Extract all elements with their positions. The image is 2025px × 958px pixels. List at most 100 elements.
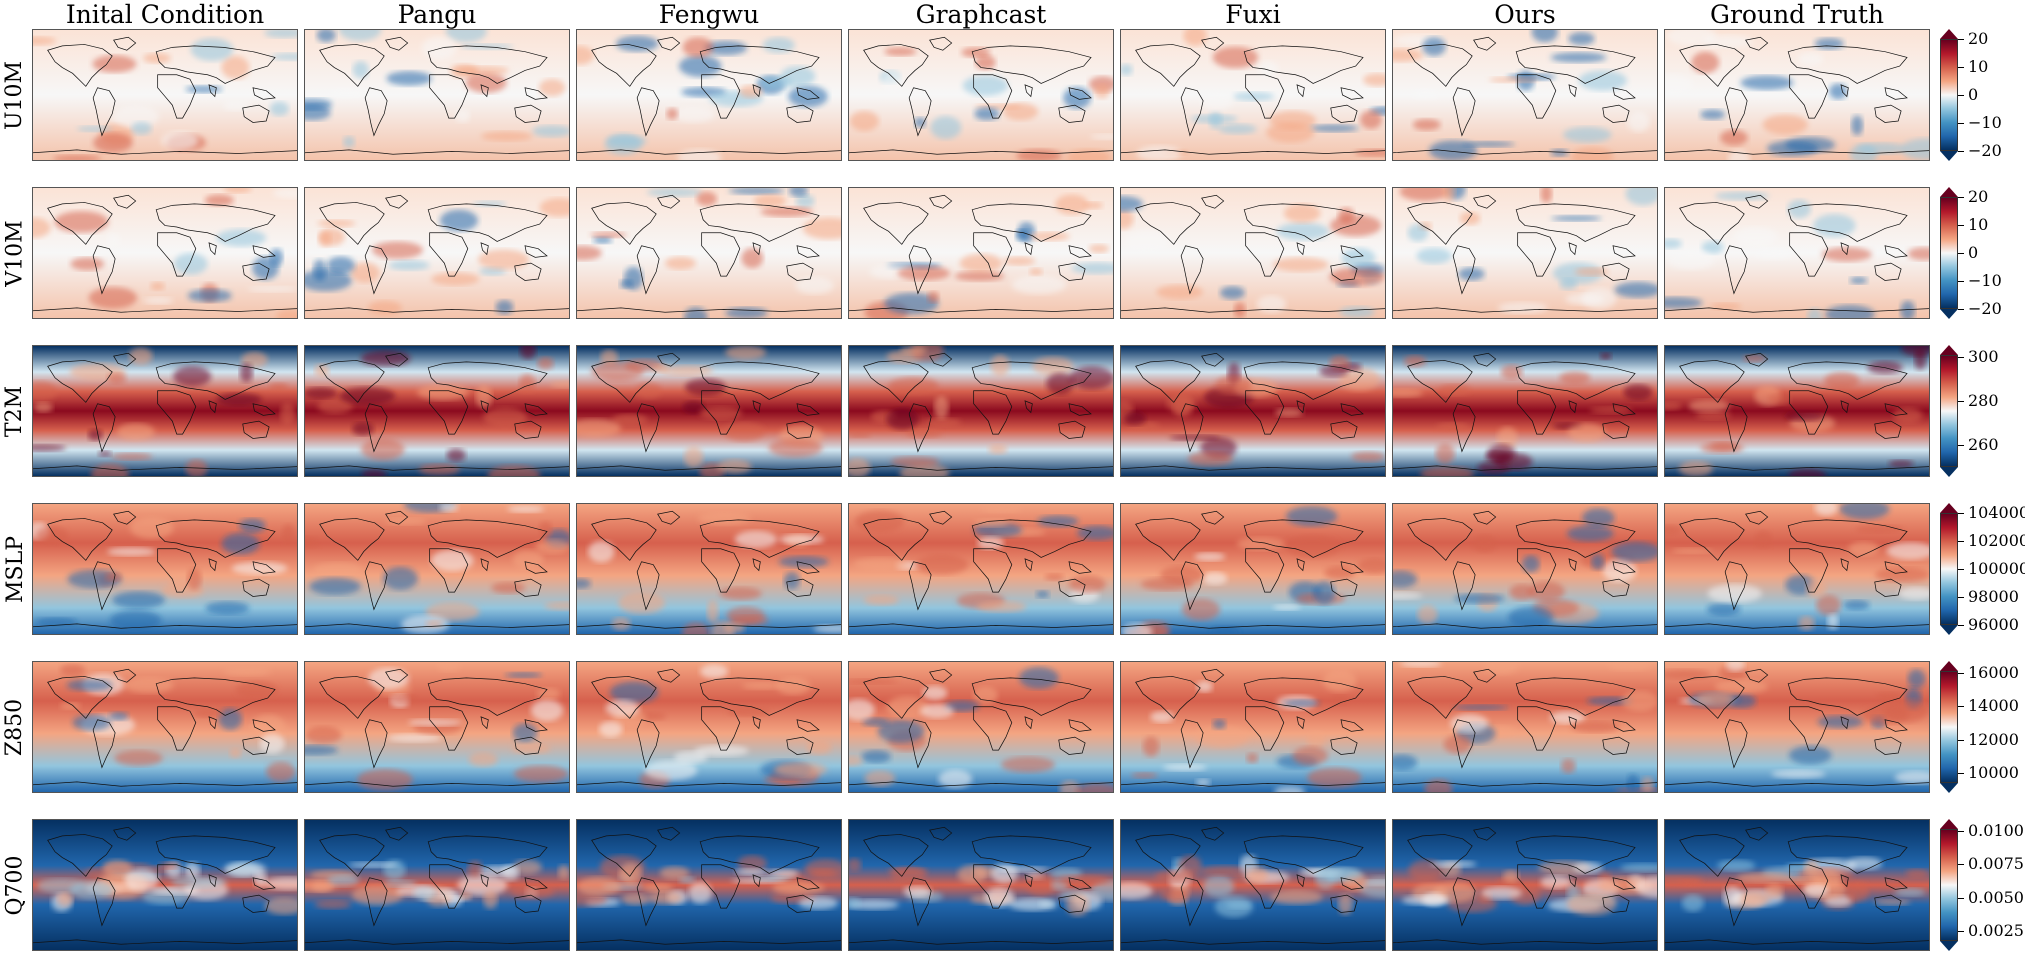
colorbar-tick-label: 300 — [1968, 347, 1999, 366]
column-title: Graphcast — [915, 0, 1047, 29]
map-panel — [1664, 187, 1930, 319]
map-panel — [32, 29, 298, 161]
colorbar-gradient — [1940, 39, 1958, 151]
colorbar-extend-arrow — [1940, 661, 1958, 671]
map-panel — [1120, 187, 1386, 319]
map-panel — [1664, 345, 1930, 477]
map-panel — [848, 345, 1114, 477]
map-panel — [32, 661, 298, 793]
map-panel — [304, 187, 570, 319]
colorbar-tick-label: 98000 — [1968, 587, 2019, 606]
colorbar-tick-label: 104000 — [1968, 503, 2025, 522]
map-panel — [32, 819, 298, 951]
map-panel — [1120, 503, 1386, 635]
colorbar: 300 280 260 — [1940, 345, 2025, 477]
row-label-text: U10M — [2, 60, 28, 130]
map-panel — [1664, 503, 1930, 635]
colorbar-tick-label: 10 — [1968, 57, 1989, 76]
map-panel — [848, 187, 1114, 319]
row-label: Z850 — [0, 661, 30, 793]
map-panel — [1392, 819, 1658, 951]
colorbar-gradient — [1940, 513, 1958, 625]
map-panel — [848, 503, 1114, 635]
colorbar-extend-arrow — [1940, 941, 1958, 951]
colorbar-tick-label: −10 — [1968, 271, 2002, 290]
colorbar-tick-label: 10000 — [1968, 763, 2019, 782]
map-panel — [1392, 503, 1658, 635]
colorbar-tick-label: 20 — [1968, 29, 1989, 48]
colorbar-gradient — [1940, 829, 1958, 941]
map-panel — [304, 503, 570, 635]
row-label: U10M — [0, 29, 30, 161]
colorbar: 104000 102000 100000 98000 96000 — [1940, 503, 2025, 635]
colorbar-extend-arrow — [1940, 187, 1958, 197]
map-panel — [304, 661, 570, 793]
map-panel — [576, 187, 842, 319]
row-label-text: Z850 — [2, 698, 28, 756]
colorbar-extend-arrow — [1940, 467, 1958, 477]
row-label: T2M — [0, 345, 30, 477]
map-panel — [1664, 819, 1930, 951]
colorbar-tick-label: 0 — [1968, 85, 1979, 104]
colorbar-tick-label: 20 — [1968, 187, 1989, 206]
row-label: MSLP — [0, 503, 30, 635]
colorbar-tick-label: 0.0050 — [1968, 887, 2024, 907]
map-panel — [576, 661, 842, 793]
column-title: Pangu — [397, 0, 477, 29]
map-panel — [576, 345, 842, 477]
map-panel — [1392, 345, 1658, 477]
colorbar-tick-label: 0.0025 — [1968, 921, 2024, 940]
map-panel — [304, 345, 570, 477]
colorbar: 0.0100 0.0075 0.0050 0.0025 — [1940, 819, 2025, 951]
colorbar-gradient — [1940, 355, 1958, 467]
row-label-text: T2M — [2, 385, 28, 437]
map-panel — [1120, 819, 1386, 951]
colorbar: 20 10 0 −10 −20 — [1940, 29, 2025, 161]
colorbar-extend-arrow — [1940, 151, 1958, 161]
colorbar-extend-arrow — [1940, 29, 1958, 39]
column-title: Ours — [1494, 0, 1556, 29]
colorbar-extend-arrow — [1940, 345, 1958, 355]
colorbar-tick-label: 14000 — [1968, 696, 2019, 716]
colorbar-tick-label: 280 — [1968, 391, 1999, 410]
colorbar-extend-arrow — [1940, 625, 1958, 635]
map-panel — [304, 819, 570, 951]
colorbar-gradient — [1940, 671, 1958, 783]
map-panel — [32, 503, 298, 635]
map-panel — [1392, 29, 1658, 161]
map-panel — [1120, 29, 1386, 161]
row-label: Q700 — [0, 819, 30, 951]
map-panel — [1664, 29, 1930, 161]
colorbar-extend-arrow — [1940, 783, 1958, 793]
colorbar-tick-label: 100000 — [1968, 559, 2025, 578]
colorbar-tick-label: 12000 — [1968, 729, 2019, 749]
colorbar-tick-label: 16000 — [1968, 663, 2019, 682]
map-panel — [848, 819, 1114, 951]
colorbar-tick-label: −20 — [1968, 141, 2002, 160]
colorbar: 16000 14000 12000 10000 — [1940, 661, 2025, 793]
colorbar-tick-label: 0.0100 — [1968, 821, 2024, 840]
map-panel — [32, 187, 298, 319]
map-panel — [576, 503, 842, 635]
column-title: Fengwu — [658, 0, 760, 29]
map-panel — [1120, 661, 1386, 793]
colorbar-extend-arrow — [1940, 309, 1958, 319]
column-title: Fuxi — [1225, 0, 1281, 29]
colorbar-tick-label: 10 — [1968, 215, 1989, 234]
colorbar-gradient — [1940, 197, 1958, 309]
colorbar-tick-label: −10 — [1968, 113, 2002, 132]
map-panel — [848, 661, 1114, 793]
colorbar-tick-label: 0.0075 — [1968, 854, 2024, 874]
colorbar-tick-label: 96000 — [1968, 615, 2019, 634]
row-label-text: V10M — [2, 219, 28, 287]
colorbar-tick-label: −20 — [1968, 299, 2002, 318]
map-panel — [1392, 187, 1658, 319]
colorbar-tick-label: 0 — [1968, 243, 1979, 262]
row-label-text: Q700 — [2, 854, 28, 916]
map-panel — [848, 29, 1114, 161]
row-label-text: MSLP — [2, 535, 28, 603]
map-panel — [1120, 345, 1386, 477]
map-panel — [1392, 661, 1658, 793]
map-panel — [1664, 661, 1930, 793]
